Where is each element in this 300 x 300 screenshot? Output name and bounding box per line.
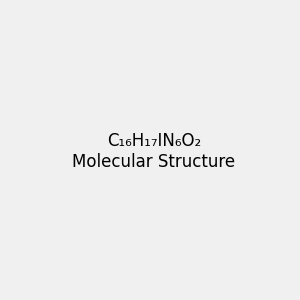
Text: C₁₆H₁₇IN₆O₂
Molecular Structure: C₁₆H₁₇IN₆O₂ Molecular Structure [72, 132, 235, 171]
